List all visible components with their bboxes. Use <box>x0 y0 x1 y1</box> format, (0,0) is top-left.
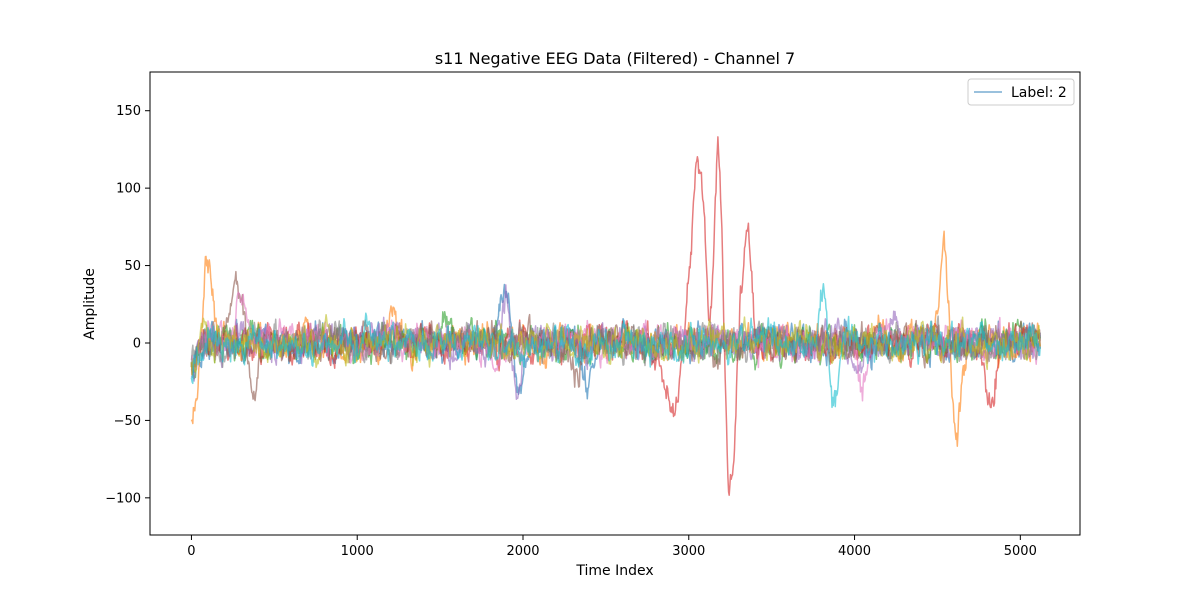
chart-title: s11 Negative EEG Data (Filtered) - Chann… <box>435 49 795 68</box>
y-tick-label: 0 <box>133 336 141 351</box>
series-layer <box>190 136 1041 496</box>
x-tick-label: 5000 <box>1004 544 1037 559</box>
y-tick-label: 50 <box>124 259 141 274</box>
y-tick-label: 150 <box>116 104 141 119</box>
x-tick-label: 2000 <box>506 544 539 559</box>
series-line-10 <box>190 282 1041 409</box>
y-axis: −100 −50 0 50 100 150 <box>105 104 150 506</box>
legend-label-label-2: Label: 2 <box>1011 85 1067 101</box>
y-tick-label: 100 <box>116 182 141 197</box>
y-axis-label: Amplitude <box>82 268 98 340</box>
y-tick-label: −100 <box>105 491 141 506</box>
plot-frame <box>149 71 1081 536</box>
x-axis: 0 1000 2000 3000 4000 5000 <box>187 535 1037 559</box>
x-tick-label: 4000 <box>838 544 871 559</box>
x-tick-label: 3000 <box>672 544 705 559</box>
legend: Label: 2 <box>967 78 1075 106</box>
y-tick-label: −50 <box>114 414 141 429</box>
legend-box <box>967 78 1075 106</box>
x-tick-label: 0 <box>187 544 195 559</box>
x-tick-label: 1000 <box>341 544 374 559</box>
x-axis-label: Time Index <box>575 563 653 579</box>
